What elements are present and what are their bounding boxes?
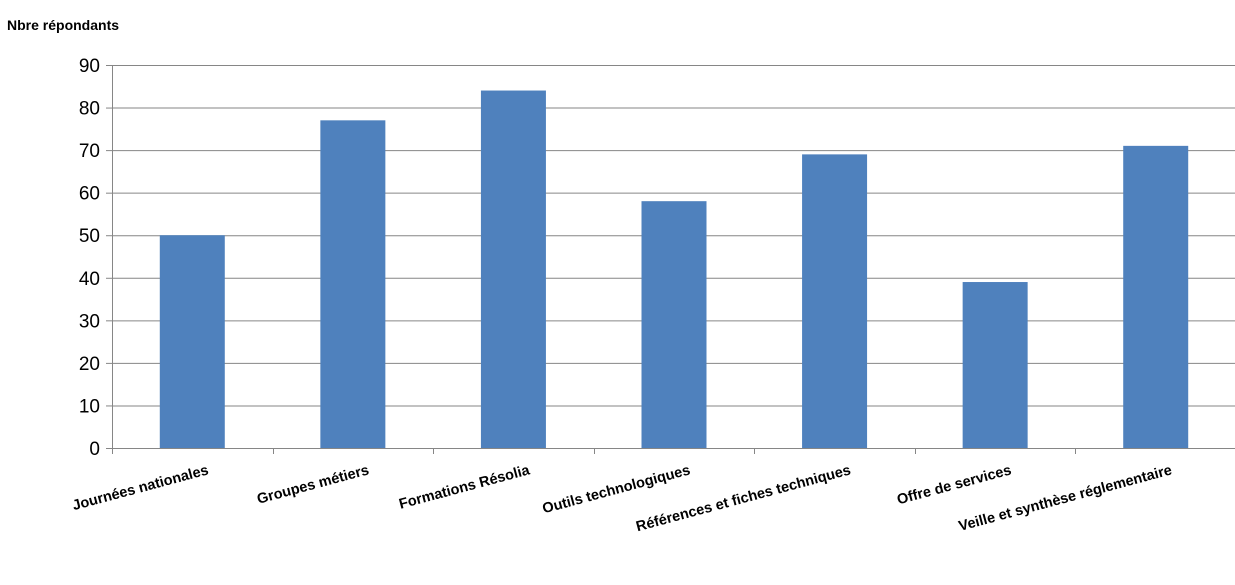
y-tick-label: 70 xyxy=(79,141,100,162)
bar xyxy=(962,282,1028,448)
y-tick-label: 20 xyxy=(79,354,100,375)
bar xyxy=(320,120,386,449)
y-tick-label: 10 xyxy=(79,396,100,417)
y-tick-labels: 0 10 20 30 40 50 60 70 80 90 xyxy=(79,56,100,460)
y-tick-label: 50 xyxy=(79,226,100,247)
y-tick-label: 80 xyxy=(79,99,100,120)
x-tick-label: Journées nationales xyxy=(71,462,211,514)
y-tick-label: 30 xyxy=(79,311,100,332)
bar xyxy=(641,201,707,448)
bar xyxy=(802,154,868,448)
x-tick-label: Outils technologiques xyxy=(541,462,692,517)
x-tick-label: Groupes métiers xyxy=(255,462,370,507)
y-axis-title: Nbre répondants xyxy=(7,17,119,33)
y-tick-label: 90 xyxy=(79,56,100,77)
bar xyxy=(480,90,546,449)
x-tick-labels: Journées nationales Groupes métiers Format… xyxy=(71,462,1174,535)
y-tick-label: 40 xyxy=(79,269,100,290)
x-tick-label: Formations Résolia xyxy=(397,462,532,513)
bar xyxy=(159,235,225,448)
y-tick-label: 0 xyxy=(89,439,100,460)
bars xyxy=(159,90,1189,449)
bar xyxy=(1123,145,1189,448)
x-tick-label: Offre de services xyxy=(895,462,1013,508)
axes xyxy=(106,65,1235,454)
y-tick-label: 60 xyxy=(79,184,100,205)
